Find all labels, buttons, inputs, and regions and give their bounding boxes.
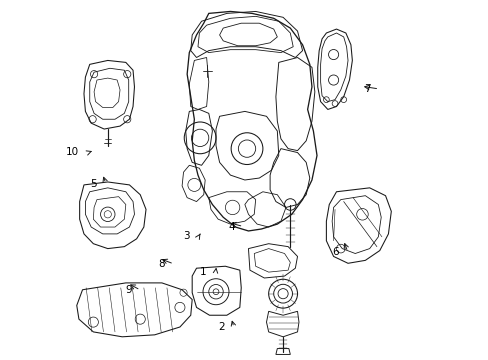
Text: 2: 2 — [218, 323, 224, 333]
Text: 8: 8 — [158, 259, 165, 269]
Text: 5: 5 — [90, 179, 97, 189]
Text: 6: 6 — [332, 247, 338, 257]
Text: 7: 7 — [363, 84, 370, 94]
Text: 3: 3 — [183, 231, 189, 242]
Text: 4: 4 — [227, 221, 234, 231]
Text: 9: 9 — [125, 285, 131, 295]
Text: 1: 1 — [200, 267, 206, 278]
Text: 10: 10 — [66, 148, 79, 157]
